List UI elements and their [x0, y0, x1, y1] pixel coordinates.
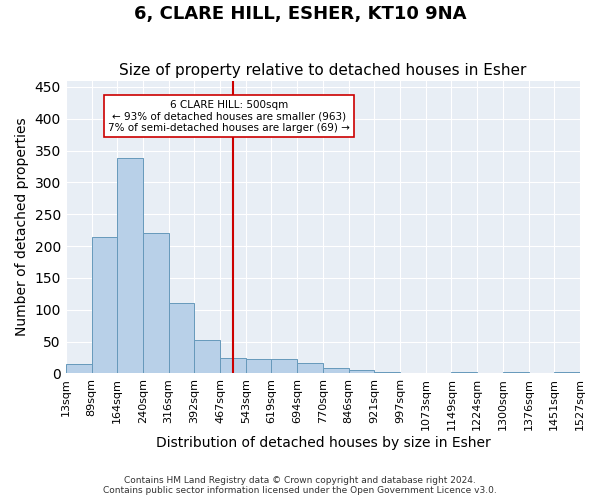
- Bar: [297, 362, 323, 374]
- Bar: [349, 370, 374, 374]
- Bar: [323, 368, 349, 374]
- Bar: [554, 372, 580, 374]
- X-axis label: Distribution of detached houses by size in Esher: Distribution of detached houses by size …: [155, 436, 490, 450]
- Title: Size of property relative to detached houses in Esher: Size of property relative to detached ho…: [119, 63, 527, 78]
- Bar: [92, 236, 117, 374]
- Text: 6, CLARE HILL, ESHER, KT10 9NA: 6, CLARE HILL, ESHER, KT10 9NA: [134, 5, 466, 23]
- Y-axis label: Number of detached properties: Number of detached properties: [15, 118, 29, 336]
- Bar: [117, 158, 143, 374]
- Bar: [246, 359, 271, 374]
- Bar: [374, 372, 400, 374]
- Bar: [169, 303, 194, 374]
- Bar: [220, 358, 246, 374]
- Bar: [503, 372, 529, 374]
- Bar: [66, 364, 92, 374]
- Bar: [451, 372, 477, 374]
- Bar: [194, 340, 220, 374]
- Bar: [143, 234, 169, 374]
- Text: 6 CLARE HILL: 500sqm
← 93% of detached houses are smaller (963)
7% of semi-detac: 6 CLARE HILL: 500sqm ← 93% of detached h…: [108, 100, 350, 133]
- Text: Contains HM Land Registry data © Crown copyright and database right 2024.
Contai: Contains HM Land Registry data © Crown c…: [103, 476, 497, 495]
- Bar: [271, 359, 297, 374]
